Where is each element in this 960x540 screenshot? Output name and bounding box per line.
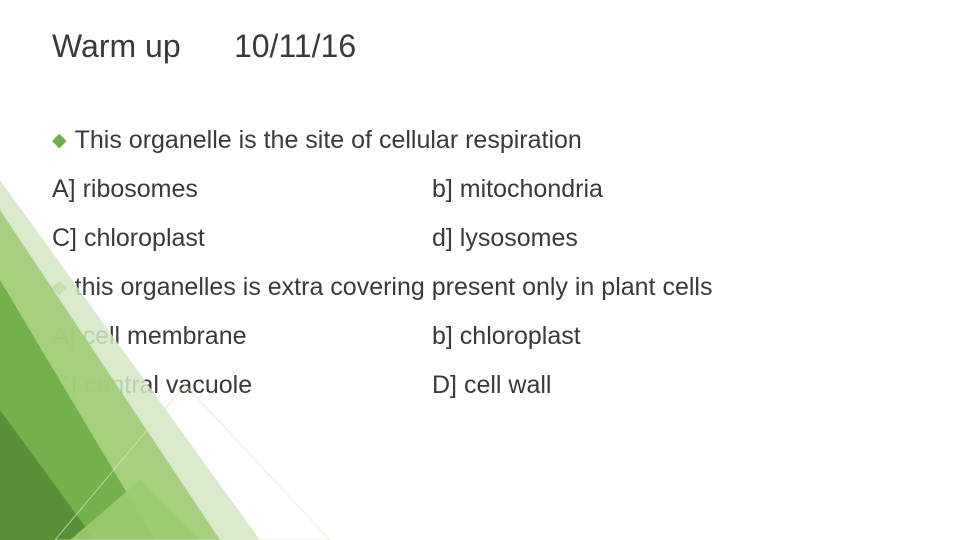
q2-option-a: A] cell membrane xyxy=(52,319,432,354)
diamond-bullet-icon: ◆ xyxy=(52,275,67,302)
q1-prompt-line: ◆ This organelle is the site of cellular… xyxy=(52,123,960,158)
q1-option-c: C] chloroplast xyxy=(52,221,432,256)
q1-row-ab: A] ribosomes b] mitochondria xyxy=(52,172,960,207)
q2-option-c: C] central vacuole xyxy=(52,368,432,403)
q2-row-cd: C] central vacuole D] cell wall xyxy=(52,368,960,403)
slide: Warm up 10/11/16 ◆ This organelle is the… xyxy=(0,0,960,540)
q2-option-b: b] chloroplast xyxy=(432,319,581,354)
q1-option-d: d] lysosomes xyxy=(432,221,578,256)
q2-option-d: D] cell wall xyxy=(432,368,551,403)
diamond-bullet-icon: ◆ xyxy=(52,128,67,155)
q2-row-ab: A] cell membrane b] chloroplast xyxy=(52,319,960,354)
q1-prompt: This organelle is the site of cellular r… xyxy=(75,123,960,158)
q1-option-b: b] mitochondria xyxy=(432,172,603,207)
q2-prompt: this organelles is extra covering presen… xyxy=(75,270,960,305)
slide-title: Warm up 10/11/16 xyxy=(52,28,960,65)
q2-prompt-line: ◆ this organelles is extra covering pres… xyxy=(52,270,960,305)
content-body: ◆ This organelle is the site of cellular… xyxy=(52,123,960,403)
q1-row-cd: C] chloroplast d] lysosomes xyxy=(52,221,960,256)
q1-option-a: A] ribosomes xyxy=(52,172,432,207)
